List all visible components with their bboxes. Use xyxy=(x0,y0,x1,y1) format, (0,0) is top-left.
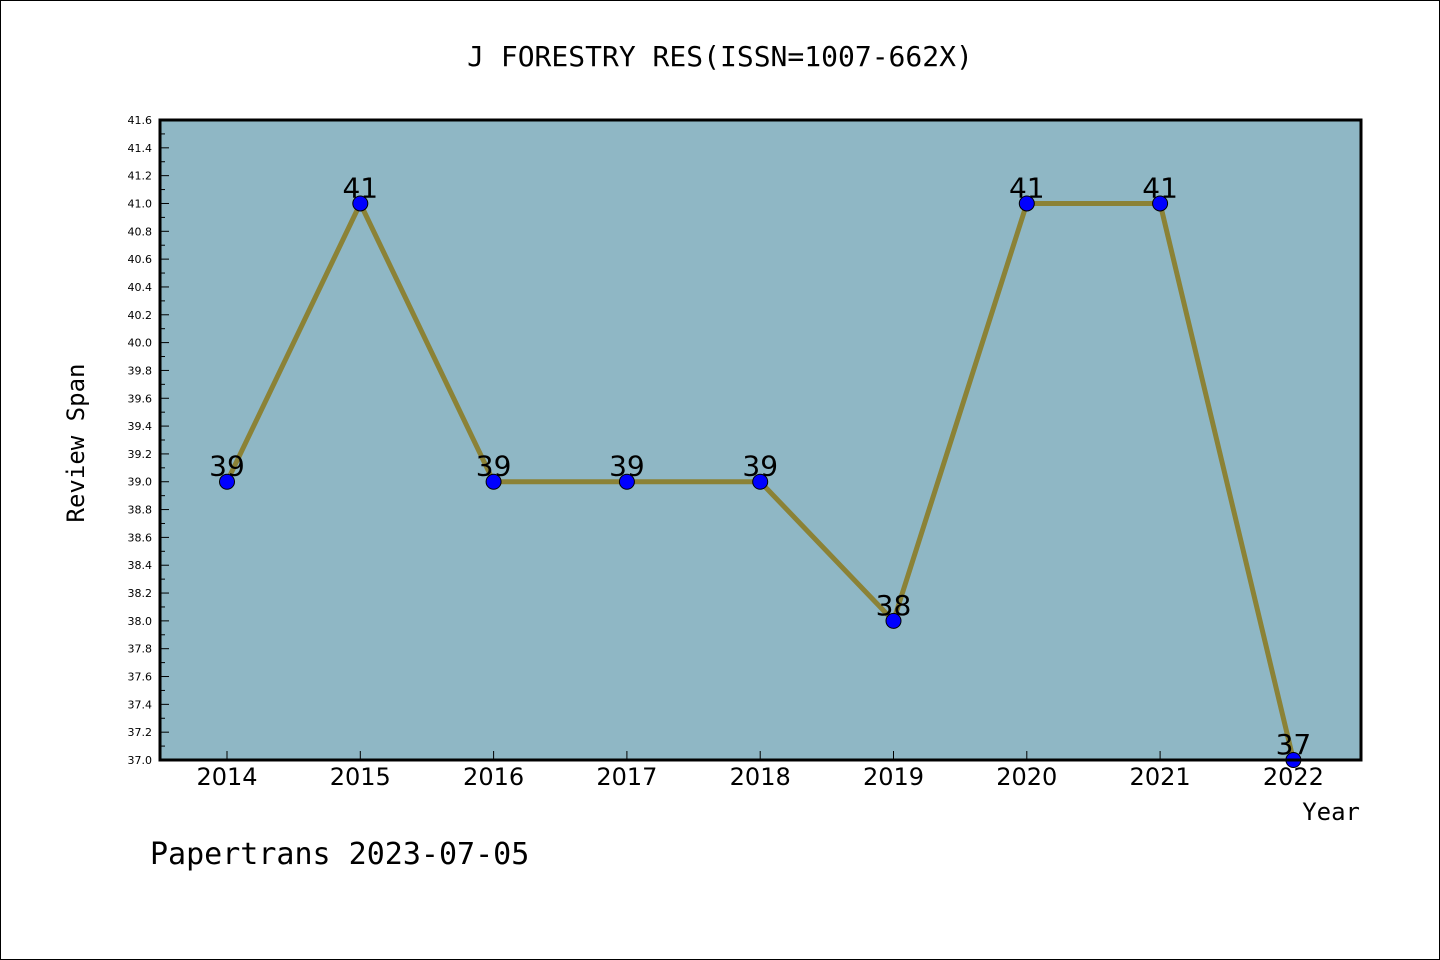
y-tick-label: 39.6 xyxy=(128,392,153,405)
data-point-2016 xyxy=(485,473,502,490)
x-tick-label: 2018 xyxy=(730,763,791,791)
y-tick-label: 39.2 xyxy=(128,448,153,461)
y-axis-ticks: 37.0 37.2 37.4 37.6 37.8 38.0 38.2 38.4 38.6 38.8… xyxy=(128,114,169,767)
x-tick-label: 2019 xyxy=(863,763,924,791)
data-label-2021: 41 xyxy=(1142,171,1178,204)
y-tick-label: 38.2 xyxy=(128,587,153,600)
y-tick-label: 39.4 xyxy=(128,420,153,433)
data-labels: 39 41 39 39 39 38 41 41 37 xyxy=(209,171,1311,761)
y-tick-label: 39.8 xyxy=(128,364,153,377)
plot-area xyxy=(160,120,1361,760)
data-label-2018: 39 xyxy=(742,450,778,483)
data-label-2019: 38 xyxy=(876,589,912,622)
chart-title: J FORESTRY RES(ISSN=1007-662X) xyxy=(467,40,973,73)
y-tick-label: 38.0 xyxy=(128,615,153,628)
x-axis-label: Year xyxy=(1302,798,1360,826)
footer-credit: Papertrans 2023-07-05 xyxy=(150,837,529,872)
y-tick-label: 40.2 xyxy=(128,309,153,322)
data-point-2014 xyxy=(219,473,235,490)
y-tick-label: 37.8 xyxy=(128,643,153,656)
data-label-2022: 37 xyxy=(1276,728,1312,761)
y-tick-label: 40.6 xyxy=(128,253,153,266)
y-tick-label: 39.0 xyxy=(128,476,153,489)
y-tick-label: 41.0 xyxy=(128,197,153,210)
y-tick-label: 41.4 xyxy=(128,142,153,155)
data-label-2017: 39 xyxy=(609,450,645,483)
y-tick-label: 37.6 xyxy=(128,671,153,684)
x-tick-label: 2015 xyxy=(330,763,391,791)
y-tick-label: 40.0 xyxy=(128,337,153,350)
x-tick-label: 2020 xyxy=(996,763,1057,791)
y-tick-label: 37.2 xyxy=(128,726,153,739)
y-axis-label: Review Span xyxy=(62,364,90,523)
series-markers xyxy=(219,195,1302,768)
y-tick-label: 37.4 xyxy=(128,698,153,711)
data-label-2020: 41 xyxy=(1009,171,1045,204)
x-axis-ticks: 2014 2015 2016 2017 2018 2019 2020 2021 2022 xyxy=(196,751,1324,791)
y-tick-label: 37.0 xyxy=(128,754,153,767)
y-tick-label: 40.8 xyxy=(128,225,153,238)
data-point-2021 xyxy=(1152,195,1169,212)
data-label-2015: 41 xyxy=(342,171,378,204)
data-point-2020 xyxy=(1018,195,1035,212)
data-label-2016: 39 xyxy=(476,450,512,483)
x-tick-label: 2016 xyxy=(463,763,524,791)
y-tick-label: 40.4 xyxy=(128,281,153,294)
x-tick-label: 2021 xyxy=(1130,763,1191,791)
x-tick-label: 2017 xyxy=(596,763,657,791)
data-point-2017 xyxy=(618,473,635,490)
y-tick-label: 38.8 xyxy=(128,504,153,517)
x-tick-label: 2014 xyxy=(196,763,257,791)
y-tick-label: 38.6 xyxy=(128,531,153,544)
data-label-2014: 39 xyxy=(209,450,245,483)
data-point-2015 xyxy=(352,195,369,212)
y-tick-label: 41.2 xyxy=(128,170,153,183)
y-tick-label: 41.6 xyxy=(128,114,153,127)
data-point-2019 xyxy=(885,612,902,629)
y-tick-label: 38.4 xyxy=(128,559,153,572)
plot-border xyxy=(158,118,1363,762)
data-point-2018 xyxy=(752,473,769,490)
